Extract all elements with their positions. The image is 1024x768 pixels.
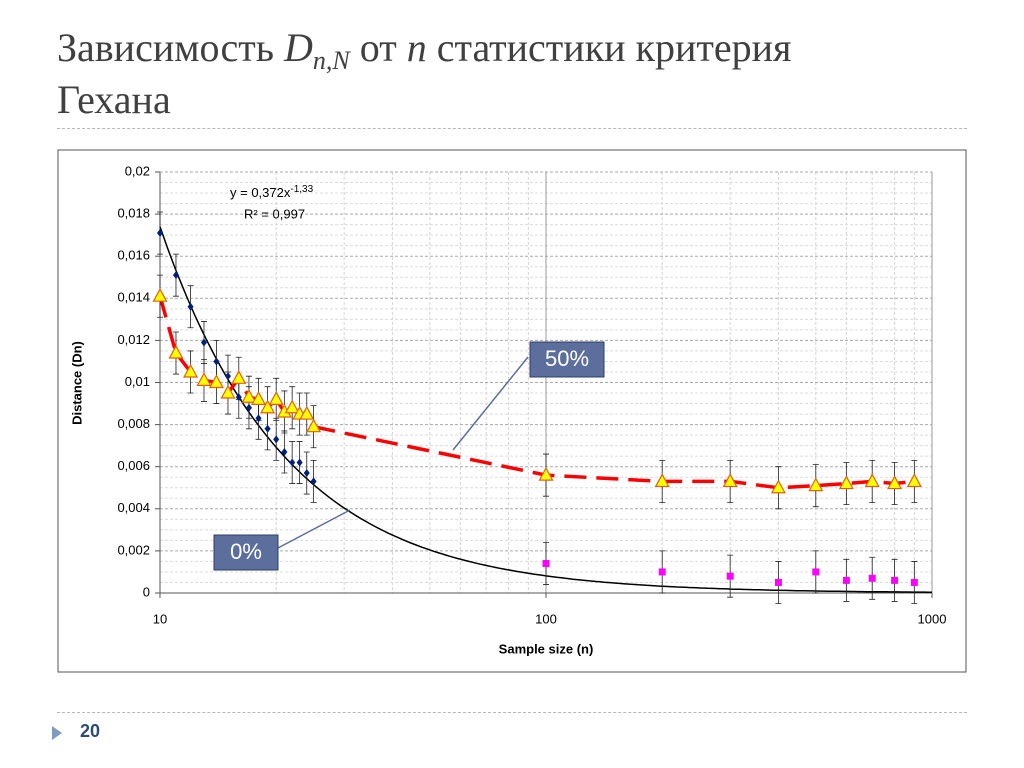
y-tick-label: 0,006 [117,458,150,473]
triangle-marker [168,344,184,359]
square-marker [910,578,918,586]
separator [57,712,967,713]
diamond-marker [157,229,163,238]
callout-line [277,509,351,549]
callout-box [529,341,605,378]
y-tick-label: 0 [143,584,150,599]
diamond-marker [281,447,288,456]
callout-text: 50% [545,346,589,371]
triangle-marker [268,391,284,405]
y-tick-label: 0,02 [125,163,150,178]
title-symbol: n [406,25,427,70]
diamond-marker [273,435,280,444]
chart-frame [57,149,967,673]
diamond-marker [187,302,194,311]
title-subscript: n,N [312,46,350,75]
diamond-marker [255,414,262,423]
square-marker [891,576,899,584]
triangle-marker [260,399,276,414]
triangle-marker [208,374,224,389]
triangle-marker [231,370,247,384]
y-tick-label: 0,01 [125,374,150,389]
triangle-marker [251,391,267,405]
diamond-marker [303,469,310,478]
triangle-marker [299,405,315,420]
title-text: от [349,25,407,70]
diamond-marker [296,458,303,467]
triangle-marker [284,399,300,414]
diamond-marker [245,403,252,412]
square-marker [812,568,820,576]
square-marker [726,572,734,580]
callout-line [452,356,529,451]
triangle-marker [770,479,786,494]
square-marker [842,576,850,584]
triangle-marker [808,477,824,492]
x-tick-label: 10 [153,611,167,626]
bullet-icon [52,726,62,740]
callout-text: 0% [230,539,262,564]
x-axis-label: Sample size (n) [499,641,594,656]
triangle-marker [196,372,212,386]
y-tick-label: 0,014 [117,290,150,305]
triangle-marker [887,475,903,490]
triangle-marker [654,473,670,488]
square-marker [658,568,666,576]
title-text: Гехана [57,77,171,122]
y-axis-label: Distance (Dn) [69,341,84,425]
triangle-marker [838,475,854,490]
square-marker [774,578,782,586]
diamond-marker [289,458,296,467]
triangle-marker [152,287,168,302]
triangle-marker [864,473,880,488]
triangle-marker [306,418,322,433]
y-tick-label: 0,004 [117,500,150,515]
trend-r2: R² = 0,997 [244,206,305,221]
triangle-marker [220,384,236,399]
equation-text: y = 0,372x [230,185,291,200]
triangle-marker [906,473,922,488]
title-text: статистики критерия [426,25,792,70]
diamond-marker [264,424,271,433]
x-tick-label: 1000 [918,611,947,626]
separator [57,128,967,129]
square-marker [542,560,550,568]
diamond-marker [235,393,242,402]
diamond-marker [310,477,317,486]
diamond-marker [213,357,220,366]
y-tick-label: 0,018 [117,206,150,221]
title-symbol: D [284,25,313,70]
slide-title: Зависимость Dn,N от n статистики критери… [57,22,791,126]
title-text: Зависимость [57,25,285,70]
callout-box [213,534,279,571]
triangle-marker [241,388,257,403]
page-number: 20 [80,721,101,741]
y-tick-label: 0,002 [117,542,150,557]
x-tick-label: 100 [535,611,557,626]
trend-equation: y = 0,372x-1,33 [230,184,314,201]
equation-exponent: -1,33 [290,184,313,195]
triangle-marker [538,466,554,481]
diamond-marker [224,372,231,381]
y-tick-label: 0,008 [117,416,150,431]
y-tick-label: 0,012 [117,332,150,347]
diamond-marker [172,271,179,280]
diamond-marker [200,338,207,347]
square-marker [868,574,876,582]
triangle-marker [722,473,738,488]
y-tick-label: 0,016 [117,248,150,263]
triangle-marker [183,363,199,378]
